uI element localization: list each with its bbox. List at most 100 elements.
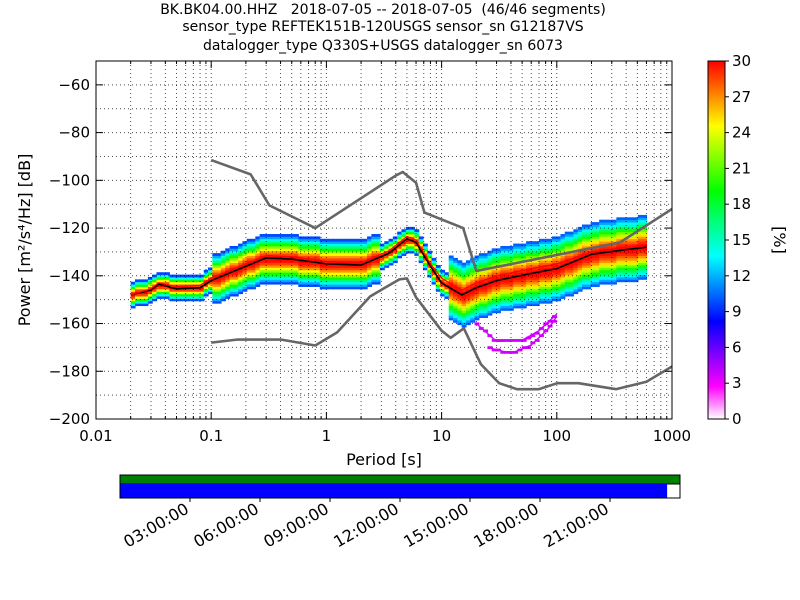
timeline-tick-label: 09:00:00 [260,499,332,551]
histogram-cell [581,262,587,266]
histogram-cell [577,234,583,237]
histogram-cell [328,279,334,283]
histogram-cell [465,293,471,297]
histogram-cell [564,231,570,235]
histogram-cell [633,269,639,273]
histogram-cell [581,234,587,237]
histogram-cell [478,291,484,295]
histogram-cell [504,274,510,278]
histogram-cell [306,238,312,242]
histogram-cell [620,231,626,235]
histogram-cell [496,298,501,302]
histogram-cell [551,319,557,323]
histogram-cell [538,291,544,295]
histogram-cell [422,265,428,268]
histogram-cell [233,260,239,264]
histogram-cell [285,281,291,285]
histogram-cell [233,291,239,295]
histogram-cell [440,279,446,283]
histogram-cell [229,265,235,268]
histogram-cell [543,243,549,247]
histogram-cell [538,298,544,302]
histogram-cell [255,269,261,273]
histogram-cell [281,243,287,247]
histogram-cell [216,257,222,261]
histogram-cell [448,312,454,316]
histogram-cell [629,229,635,233]
histogram-cell [620,234,626,237]
histogram-cell [521,253,527,256]
histogram-cell [298,279,304,283]
histogram-cell [508,288,514,292]
timeline-tick-label: 03:00:00 [120,499,192,551]
histogram-cell [134,303,140,307]
histogram-cell [405,234,411,237]
histogram-cell [478,274,484,278]
histogram-cell [358,265,364,268]
histogram-cell [225,253,231,256]
histogram-cell [358,241,364,244]
histogram-cell [225,262,231,266]
histogram-cell [642,241,648,244]
histogram-cell [470,267,476,271]
histogram-cell [259,269,265,273]
histogram-cell [616,250,622,254]
histogram-cell [156,288,162,292]
histogram-cell [268,279,274,283]
histogram-cell [474,305,480,309]
histogram-cell [599,272,605,276]
histogram-cell [375,248,381,252]
histogram-cell [341,241,347,244]
histogram-cell [556,296,562,299]
y-tick-label: −100 [49,171,90,189]
histogram-cell [195,293,201,297]
histogram-cell [229,293,235,297]
histogram-cell [306,269,312,273]
histogram-cell [599,224,605,228]
histogram-cell [521,293,527,297]
histogram-cell [569,265,574,268]
histogram-cell [483,296,489,299]
histogram-cell [225,260,231,264]
histogram-cell [551,281,557,285]
histogram-cell [534,296,540,299]
histogram-cell [354,281,360,285]
histogram-cell [569,262,574,266]
histogram-cell [302,267,308,271]
colorbar-tick-label: 30 [732,52,751,70]
histogram-cell [513,305,519,309]
histogram-cell [642,265,648,268]
histogram-cell [319,241,325,244]
histogram-cell [590,241,596,244]
histogram-cell [470,305,476,309]
histogram-cell [453,269,458,273]
histogram-cell [642,238,648,242]
histogram-cell [573,248,579,252]
histogram-cell [465,312,471,316]
histogram-cell [629,222,635,225]
y-axis-label: Power [m²/s⁴/Hz] [dB] [15,154,34,327]
histogram-cell [268,276,274,280]
histogram-cell [564,279,570,283]
histogram-cell [590,274,596,278]
histogram-cell [242,245,248,249]
histogram-cell [152,276,158,280]
histogram-cell [263,274,269,278]
histogram-cell [328,241,334,244]
histogram-cell [336,274,342,278]
histogram-cell [375,255,381,259]
histogram-cell [633,243,639,247]
histogram-cell [401,253,407,256]
histogram-cell [152,296,158,299]
histogram-cell [362,248,368,252]
histogram-cell [534,331,540,335]
histogram-cell [263,255,269,259]
histogram-cell [629,241,635,244]
histogram-cell [336,286,342,290]
histogram-cell [556,279,562,283]
histogram-cell [569,272,574,276]
histogram-cell [238,286,244,290]
histogram-cell [491,348,497,352]
histogram-cell [534,339,540,342]
histogram-cell [225,288,231,292]
